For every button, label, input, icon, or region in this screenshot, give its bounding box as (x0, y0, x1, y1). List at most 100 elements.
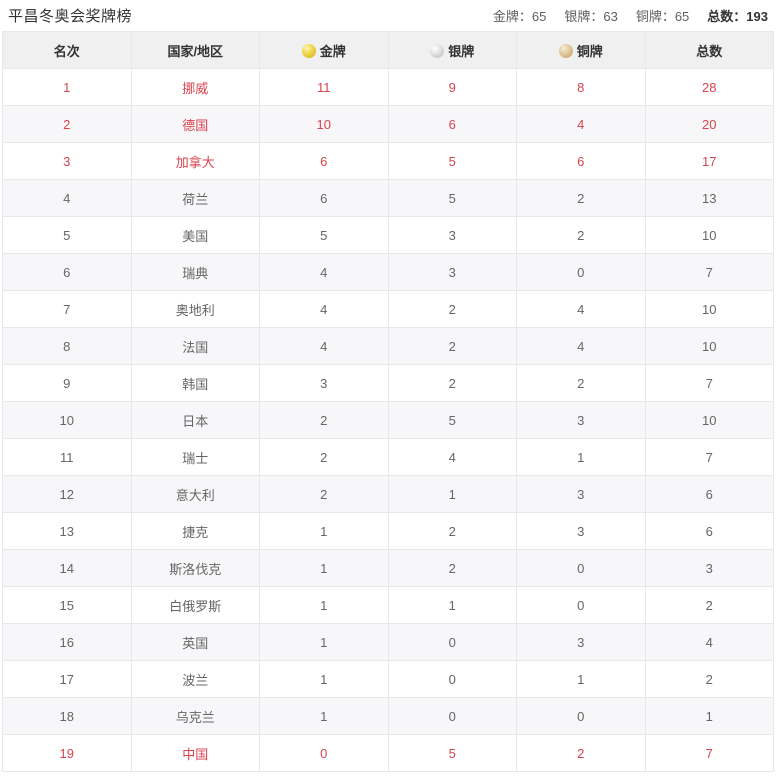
cell-rank: 5 (2, 216, 132, 254)
cell-gold: 2 (259, 475, 389, 513)
table-row: 16 英国 1 0 3 4 (2, 623, 774, 661)
cell-silver: 5 (387, 179, 517, 217)
cell-country: 荷兰 (130, 179, 260, 217)
table-row: 1 挪威 11 9 8 28 (2, 68, 774, 106)
table-row: 19 中国 0 5 2 7 (2, 734, 774, 772)
table-row: 3 加拿大 6 5 6 17 (2, 142, 774, 180)
cell-rank: 6 (2, 253, 132, 291)
table-row: 12 意大利 2 1 3 6 (2, 475, 774, 513)
table-row: 18 乌克兰 1 0 0 1 (2, 697, 774, 735)
column-header-total: 总数 (644, 31, 774, 69)
cell-silver: 5 (387, 734, 517, 772)
cell-total: 13 (644, 179, 774, 217)
cell-gold: 11 (259, 68, 389, 106)
cell-country: 中国 (130, 734, 260, 772)
cell-rank: 8 (2, 327, 132, 365)
cell-silver: 6 (387, 105, 517, 143)
cell-rank: 12 (2, 475, 132, 513)
cell-bronze: 0 (516, 586, 646, 624)
cell-bronze: 4 (516, 327, 646, 365)
cell-total: 1 (644, 697, 774, 735)
cell-rank: 18 (2, 697, 132, 735)
cell-silver: 2 (387, 290, 517, 328)
cell-silver: 9 (387, 68, 517, 106)
cell-country: 挪威 (130, 68, 260, 106)
cell-rank: 14 (2, 549, 132, 587)
cell-silver: 5 (387, 401, 517, 439)
cell-country: 瑞典 (130, 253, 260, 291)
table-row: 4 荷兰 6 5 2 13 (2, 179, 774, 217)
column-header-rank: 名次 (2, 31, 132, 69)
table-row: 6 瑞典 4 3 0 7 (2, 253, 774, 291)
summary-gold-total: 金牌：65 (492, 9, 547, 24)
cell-country: 美国 (130, 216, 260, 254)
cell-gold: 4 (259, 327, 389, 365)
cell-country: 奥地利 (130, 290, 260, 328)
cell-total: 2 (644, 586, 774, 624)
column-header-total-label: 总数 (696, 43, 723, 59)
column-header-bronze-label: 铜牌 (576, 43, 603, 59)
cell-silver: 2 (387, 327, 517, 365)
top-bar: 平昌冬奥会奖牌榜 金牌：65 银牌：63 铜牌：65 总数：193 (0, 0, 776, 31)
cell-bronze: 1 (516, 438, 646, 476)
cell-total: 7 (644, 364, 774, 402)
cell-silver: 2 (387, 364, 517, 402)
cell-total: 28 (644, 68, 774, 106)
cell-rank: 15 (2, 586, 132, 624)
table-row: 8 法国 4 2 4 10 (2, 327, 774, 365)
cell-rank: 17 (2, 660, 132, 698)
cell-bronze: 2 (516, 216, 646, 254)
cell-country: 斯洛伐克 (130, 549, 260, 587)
cell-country: 加拿大 (130, 142, 260, 180)
cell-silver: 4 (387, 438, 517, 476)
cell-gold: 1 (259, 512, 389, 550)
cell-country: 德国 (130, 105, 260, 143)
cell-gold: 1 (259, 697, 389, 735)
cell-bronze: 4 (516, 105, 646, 143)
silver-medal-icon (430, 43, 445, 58)
cell-gold: 2 (259, 401, 389, 439)
cell-total: 2 (644, 660, 774, 698)
cell-bronze: 3 (516, 401, 646, 439)
summary-grand-total: 总数：193 (707, 9, 768, 24)
page-title: 平昌冬奥会奖牌榜 (8, 8, 133, 25)
cell-bronze: 4 (516, 290, 646, 328)
cell-bronze: 2 (516, 179, 646, 217)
cell-rank: 2 (2, 105, 132, 143)
cell-gold: 4 (259, 253, 389, 291)
column-header-silver: 银牌 (387, 31, 517, 69)
cell-total: 7 (644, 734, 774, 772)
cell-total: 10 (644, 401, 774, 439)
cell-total: 7 (644, 438, 774, 476)
column-header-country: 国家/地区 (130, 31, 260, 69)
cell-silver: 0 (387, 623, 517, 661)
cell-silver: 1 (387, 475, 517, 513)
cell-country: 英国 (130, 623, 260, 661)
cell-silver: 5 (387, 142, 517, 180)
cell-gold: 1 (259, 549, 389, 587)
cell-rank: 13 (2, 512, 132, 550)
medal-table: 名次 国家/地区 金牌 银牌 铜牌 总数 1 挪威 11 9 8 28 2 德国 10 6 4 20 3… (2, 31, 774, 772)
cell-gold: 1 (259, 586, 389, 624)
summary-silver-total: 银牌：63 (564, 9, 618, 24)
cell-rank: 3 (2, 142, 132, 180)
cell-total: 6 (644, 512, 774, 550)
cell-bronze: 8 (516, 68, 646, 106)
cell-country: 韩国 (130, 364, 260, 402)
cell-gold: 6 (259, 179, 389, 217)
cell-rank: 1 (2, 68, 132, 106)
column-header-country-label: 国家/地区 (167, 43, 224, 59)
cell-total: 10 (644, 327, 774, 365)
cell-rank: 7 (2, 290, 132, 328)
cell-bronze: 1 (516, 660, 646, 698)
cell-rank: 10 (2, 401, 132, 439)
cell-country: 乌克兰 (130, 697, 260, 735)
cell-bronze: 3 (516, 475, 646, 513)
table-row: 5 美国 5 3 2 10 (2, 216, 774, 254)
column-header-gold: 金牌 (259, 31, 389, 69)
cell-bronze: 2 (516, 364, 646, 402)
cell-bronze: 0 (516, 253, 646, 291)
cell-silver: 0 (387, 697, 517, 735)
cell-total: 4 (644, 623, 774, 661)
cell-rank: 9 (2, 364, 132, 402)
